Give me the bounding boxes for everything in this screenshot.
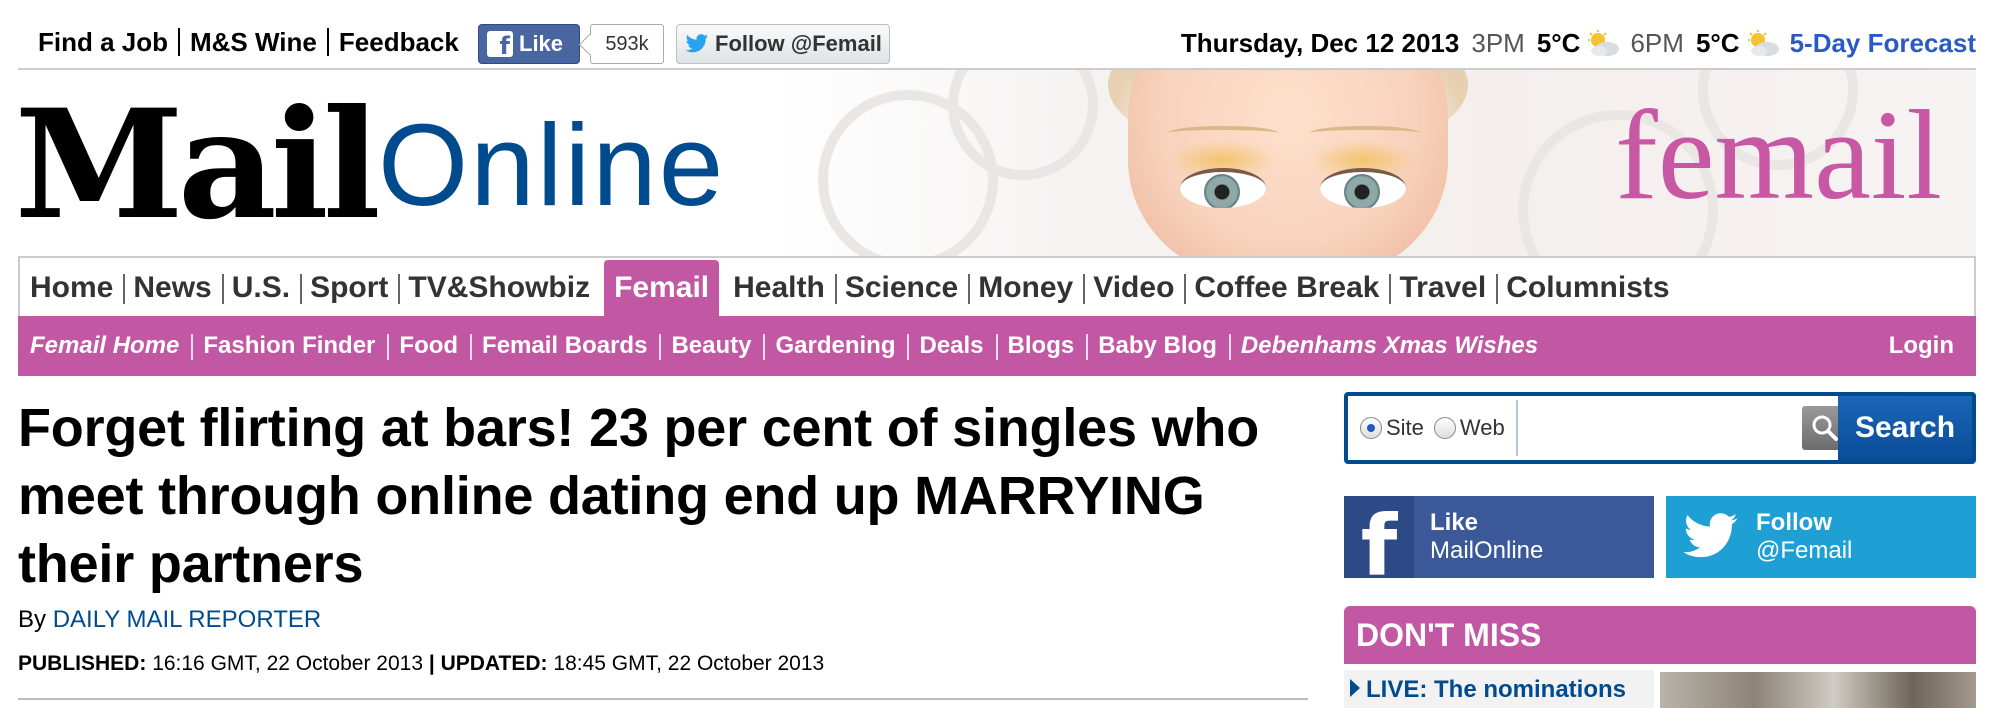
model-brow-right: [1310, 126, 1420, 140]
author-link[interactable]: DAILY MAIL REPORTER: [52, 606, 322, 633]
updated-value: 18:45 GMT, 22 October 2013: [553, 652, 825, 675]
weather-temp-2: 5°C: [1695, 28, 1740, 58]
facebook-icon: f: [487, 31, 513, 60]
date-separator: |: [428, 652, 435, 675]
dont-miss-link[interactable]: LIVE: The nominations: [1350, 676, 1626, 704]
weather-temp-1: 5°C: [1536, 28, 1581, 58]
fb-mailonline-text: MailOnline: [1430, 537, 1544, 564]
masthead: Mail Online femail: [18, 70, 1976, 256]
five-day-forecast-link[interactable]: 5-Day Forecast: [1789, 28, 1976, 58]
dont-miss-link-text: LIVE: The nominations: [1366, 676, 1627, 703]
nav-tv-showbiz[interactable]: TV&Showbiz: [398, 260, 600, 316]
radio-site[interactable]: [1360, 417, 1382, 439]
article-headline: Forget flirting at bars! 23 per cent of …: [18, 398, 1259, 594]
model-brow-left: [1168, 126, 1278, 140]
radio-web-label[interactable]: Web: [1459, 415, 1505, 440]
dont-miss-item[interactable]: LIVE: The nominations: [1344, 670, 1976, 708]
weather-time-1: 3PM: [1471, 28, 1525, 58]
subnav-blogs[interactable]: Blogs: [995, 332, 1087, 360]
article-divider: [18, 698, 1308, 700]
dont-miss-item-background: [1344, 670, 1654, 708]
weather-widget: Thursday, Dec 12 2013 3PM 5°C 6PM 5°C 5-…: [1181, 28, 1976, 59]
byline-prefix: By: [18, 606, 47, 633]
updated-label: UPDATED:: [440, 652, 548, 675]
radio-web[interactable]: [1433, 417, 1456, 439]
subnav-deals[interactable]: Deals: [907, 332, 995, 360]
twitter-bird-icon: [685, 34, 708, 53]
twitter-follow-label: Follow @Femail: [715, 31, 882, 56]
published-label: PUBLISHED:: [18, 652, 147, 675]
decorative-swirl-2: [948, 70, 1098, 180]
femail-sub-navigation: Femail Home Fashion Finder Food Femail B…: [18, 316, 1976, 376]
main-navigation: Home News U.S. Sport TV&Showbiz Femail H…: [18, 256, 1976, 316]
search-scope: Site Web: [1352, 400, 1518, 456]
fb-like-text: Like: [1430, 509, 1479, 536]
follow-femail-button[interactable]: Follow @Femail: [1666, 496, 1976, 578]
nav-columnists[interactable]: Columnists: [1496, 260, 1679, 316]
nav-health[interactable]: Health: [733, 271, 825, 304]
top-bar: Find a Job M&S Wine Feedback f Like 593k…: [18, 20, 1976, 70]
find-a-job-link[interactable]: Find a Job: [38, 27, 168, 57]
model-eye-left: [1180, 168, 1266, 208]
partly-cloudy-icon-2: [1747, 29, 1779, 56]
radio-site-label[interactable]: Site: [1386, 415, 1424, 440]
top-divider: [18, 68, 1976, 70]
tw-follow-text: Follow: [1756, 509, 1832, 536]
twitter-follow-button[interactable]: Follow @Femail: [676, 24, 890, 64]
ms-wine-link[interactable]: M&S Wine: [178, 28, 327, 56]
model-eye-right: [1320, 168, 1406, 208]
article-dates: PUBLISHED: 16:16 GMT, 22 October 2013 | …: [18, 652, 824, 676]
decorative-swirl-3: [1518, 110, 1718, 256]
subnav-baby-blog[interactable]: Baby Blog: [1086, 332, 1229, 360]
online-logo[interactable]: Online: [378, 100, 726, 230]
search-input[interactable]: [1522, 402, 1798, 456]
nav-us[interactable]: U.S.: [221, 260, 300, 316]
mail-logo[interactable]: Mail: [18, 77, 381, 253]
facebook-icon: f: [1344, 496, 1414, 578]
nav-video[interactable]: Video: [1083, 260, 1184, 316]
arrow-right-icon: [1350, 679, 1360, 697]
nav-news[interactable]: News: [123, 260, 221, 316]
nav-travel[interactable]: Travel: [1389, 260, 1496, 316]
subnav-gardening[interactable]: Gardening: [763, 332, 907, 360]
facebook-like-count: 593k: [590, 24, 664, 64]
article-byline: By DAILY MAIL REPORTER: [18, 606, 321, 634]
subnav-femail-boards[interactable]: Femail Boards: [470, 332, 659, 360]
nav-coffee-break[interactable]: Coffee Break: [1184, 260, 1389, 316]
facebook-like-button[interactable]: f Like: [478, 24, 580, 64]
nav-femail[interactable]: Femail: [604, 260, 720, 316]
weather-time-2: 6PM: [1630, 28, 1684, 58]
nav-money[interactable]: Money: [968, 260, 1083, 316]
search-box: Site Web Search: [1344, 392, 1976, 464]
login-link[interactable]: Login: [1888, 332, 1954, 359]
subnav-debenhams-xmas-wishes[interactable]: Debenhams Xmas Wishes: [1228, 332, 1550, 360]
subnav-beauty[interactable]: Beauty: [659, 332, 763, 360]
utility-links: Find a Job M&S Wine Feedback: [28, 28, 469, 56]
partly-cloudy-icon: [1588, 29, 1620, 56]
subnav-food[interactable]: Food: [387, 332, 470, 360]
dont-miss-header: DON'T MISS: [1344, 606, 1976, 664]
search-button[interactable]: Search: [1838, 396, 1972, 460]
dont-miss-thumbnail[interactable]: [1660, 672, 1976, 708]
nav-home[interactable]: Home: [30, 271, 114, 304]
facebook-like-label: Like: [519, 31, 564, 56]
current-date: Thursday, Dec 12 2013: [1180, 28, 1460, 58]
like-mailonline-button[interactable]: f Like MailOnline: [1344, 496, 1654, 578]
subnav-fashion-finder[interactable]: Fashion Finder: [191, 332, 387, 360]
subnav-femail-home[interactable]: Femail Home: [30, 332, 180, 359]
nav-science[interactable]: Science: [834, 260, 968, 316]
twitter-bird-icon: [1666, 496, 1756, 578]
published-value: 16:16 GMT, 22 October 2013: [152, 652, 424, 675]
nav-sport[interactable]: Sport: [300, 260, 398, 316]
feedback-link[interactable]: Feedback: [326, 28, 469, 56]
femail-section-logo[interactable]: femail: [1615, 84, 1942, 226]
tw-femail-text: @Femail: [1756, 537, 1853, 564]
